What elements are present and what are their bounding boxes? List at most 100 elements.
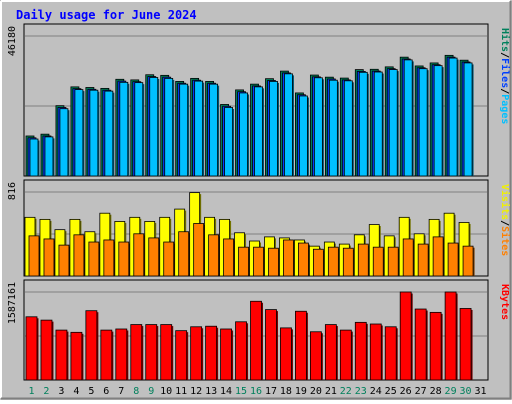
day-label: 4	[73, 386, 79, 397]
legend-item-kbytes: KBytes	[499, 284, 510, 320]
bar-pages	[448, 57, 458, 177]
bar-sites	[88, 241, 100, 277]
bar-kbytes	[399, 291, 412, 381]
bar-sites	[193, 223, 205, 277]
legend-visits-sites: Visits/Sites	[499, 184, 511, 256]
bar-kbytes	[339, 329, 352, 381]
bar-sites	[298, 242, 309, 277]
bar-pages	[373, 71, 383, 177]
bar-pages	[239, 92, 248, 177]
day-label: 27	[415, 386, 427, 397]
bar-sites	[58, 244, 70, 277]
day-label: 14	[220, 386, 232, 397]
bar-sites	[118, 241, 130, 277]
bar-pages	[164, 77, 174, 177]
bar-pages	[134, 82, 144, 177]
bar-sites	[28, 235, 40, 277]
bar-kbytes	[175, 330, 188, 381]
bar-kbytes	[369, 323, 382, 381]
bar-pages	[59, 108, 69, 177]
bar-kbytes	[145, 324, 158, 381]
bar-kbytes	[40, 319, 53, 381]
bar-sites	[283, 239, 294, 277]
day-label: 15	[235, 386, 247, 397]
bar-kbytes	[280, 327, 292, 381]
bar-kbytes	[205, 325, 218, 381]
bar-sites	[223, 238, 234, 277]
legend-item-sites: Sites	[499, 226, 511, 256]
bar-kbytes	[444, 291, 457, 381]
day-label: 31	[474, 386, 486, 397]
bar-kbytes	[324, 324, 337, 381]
legend-separator: /	[499, 220, 510, 226]
bar-sites	[238, 246, 249, 277]
panel-hits-files-pages: 46180 Hits/Files/Pages	[7, 23, 511, 177]
bar-sites	[372, 246, 384, 277]
bar-pages	[254, 86, 263, 177]
bar-pages	[179, 83, 189, 177]
day-label: 11	[175, 386, 187, 397]
bar-kbytes	[250, 300, 262, 381]
bar-pages	[388, 69, 398, 177]
bar-kbytes	[354, 321, 367, 381]
axis-max-label: 46180	[7, 26, 18, 56]
legend-kbytes: KBytes	[499, 284, 510, 320]
legend-item-files: Files	[499, 58, 511, 88]
bar-kbytes	[384, 326, 397, 381]
bar-sites	[133, 233, 145, 277]
bar-pages	[299, 95, 308, 177]
axis-max-label: 816	[7, 182, 18, 200]
bar-kbytes	[190, 326, 203, 381]
day-label: 12	[190, 386, 202, 397]
day-label: 8	[133, 386, 139, 397]
bar-pages	[89, 89, 99, 177]
bar-sites	[73, 234, 85, 277]
day-label: 29	[445, 386, 457, 397]
panel-kbytes: 1587161 KBytes	[7, 279, 510, 381]
bar-sites	[43, 238, 55, 277]
day-label: 9	[148, 386, 154, 397]
bar-sites	[342, 247, 354, 277]
bar-pages	[269, 81, 278, 177]
bar-sites	[387, 246, 399, 277]
bar-pages	[44, 136, 54, 177]
bar-sites	[327, 246, 339, 277]
day-label: 10	[160, 386, 172, 397]
legend-item-hits: Hits	[499, 28, 511, 52]
day-label: 3	[58, 386, 64, 397]
bar-sites	[148, 237, 160, 277]
day-label: 21	[325, 386, 337, 397]
legend-hits-files-pages: Hits/Files/Pages	[499, 28, 511, 124]
day-label: 22	[340, 386, 352, 397]
bar-sites	[268, 247, 279, 277]
bar-sites	[103, 239, 115, 277]
bar-kbytes	[115, 328, 128, 381]
day-label: 28	[430, 386, 442, 397]
bar-pages	[284, 73, 293, 177]
bar-kbytes	[414, 308, 427, 381]
day-label: 26	[400, 386, 412, 397]
bar-sites	[253, 246, 264, 277]
legend-separator: /	[499, 52, 510, 58]
day-label: 20	[310, 386, 322, 397]
bar-pages	[313, 77, 323, 177]
bar-kbytes	[130, 324, 143, 381]
day-label: 6	[103, 386, 109, 397]
bar-kbytes	[160, 324, 173, 381]
bar-kbytes	[235, 321, 247, 381]
legend-separator: /	[499, 88, 510, 94]
bar-sites	[462, 245, 474, 277]
bar-pages	[433, 65, 443, 177]
bar-pages	[74, 89, 84, 177]
day-label: 18	[280, 386, 292, 397]
day-label: 16	[250, 386, 262, 397]
bar-kbytes	[220, 328, 232, 381]
day-label: 24	[370, 386, 382, 397]
bar-pages	[328, 79, 338, 177]
day-label: 17	[265, 386, 277, 397]
chart-title: Daily usage for June 2024	[16, 8, 197, 22]
bar-pages	[104, 90, 114, 177]
bar-pages	[209, 83, 219, 177]
